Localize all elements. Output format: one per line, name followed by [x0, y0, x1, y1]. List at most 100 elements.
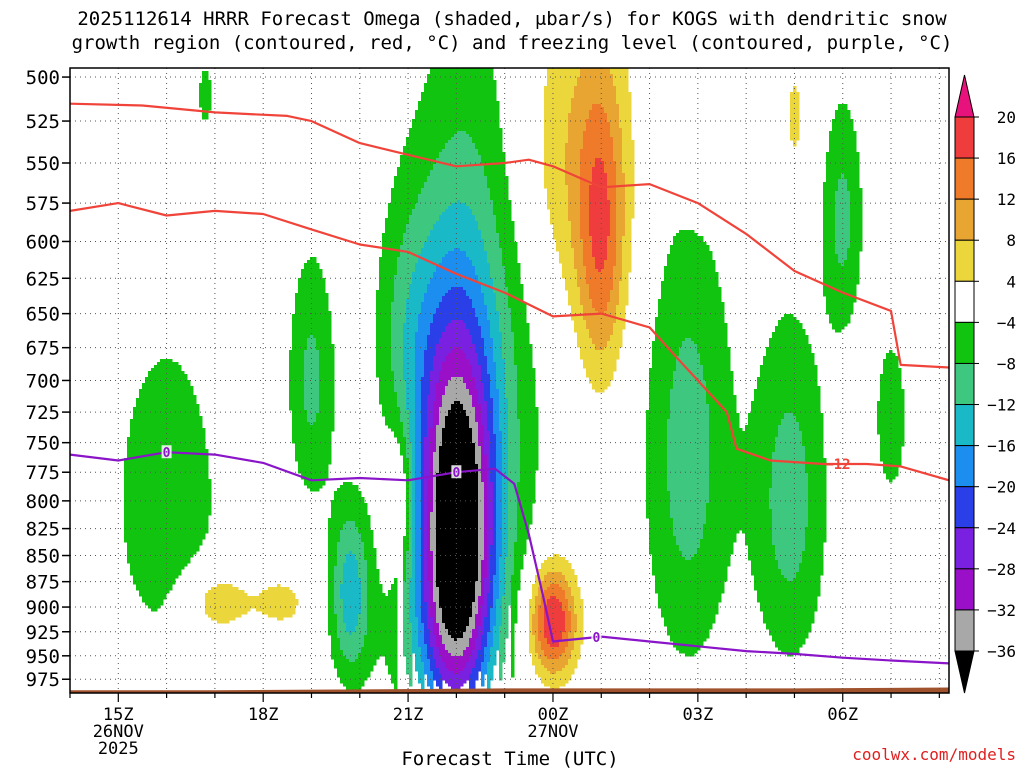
omega-cell — [376, 290, 380, 378]
watermark: coolwx.com/models — [852, 745, 1016, 764]
omega-cell — [544, 86, 548, 189]
omega-cell — [496, 311, 500, 390]
omega-cell — [355, 560, 359, 627]
omega-cell — [769, 338, 773, 489]
omega-cell — [796, 572, 800, 654]
omega-cell — [349, 635, 353, 663]
omega-cell — [541, 665, 545, 684]
omega-cell — [451, 350, 455, 378]
colorbar-band — [954, 404, 975, 447]
omega-cell — [445, 326, 449, 357]
omega-cell — [445, 386, 449, 417]
omega-cell — [448, 380, 452, 411]
omega-cell — [799, 323, 803, 432]
omega-cell — [694, 344, 698, 555]
omega-cell — [469, 674, 473, 693]
omega-cell — [844, 179, 848, 261]
omega-cell — [571, 650, 575, 675]
omega-cell — [457, 638, 461, 657]
omega-cell — [799, 563, 803, 648]
omega-cell — [463, 251, 467, 291]
omega-cell — [508, 308, 512, 606]
omega-cell — [445, 356, 449, 387]
y-tick-label: 850 — [26, 546, 60, 568]
omega-cell — [484, 68, 488, 177]
omega-cell — [556, 671, 560, 690]
omega-cell — [397, 407, 401, 444]
omega-cell — [673, 536, 677, 648]
omega-cell — [346, 521, 350, 555]
omega-cell — [340, 599, 344, 651]
omega-cell — [439, 656, 443, 675]
omega-cell — [592, 308, 596, 345]
omega-cell — [601, 68, 605, 108]
omega-cell — [532, 368, 536, 504]
omega-cell — [607, 236, 611, 303]
omega-cell — [130, 419, 134, 576]
omega-cell — [460, 251, 464, 288]
omega-cell — [889, 350, 893, 483]
y-tick-label: 675 — [26, 338, 60, 360]
omega-cell — [388, 590, 392, 675]
omega-cell — [517, 263, 521, 420]
omega-cell — [454, 203, 458, 249]
omega-cell — [421, 662, 425, 693]
omega-cell — [436, 668, 440, 687]
omega-cell — [442, 362, 446, 396]
y-tick-label: 950 — [26, 646, 60, 668]
omega-cell — [454, 347, 458, 378]
omega-cell — [481, 239, 485, 294]
omega-cell — [478, 230, 482, 285]
omega-cell — [472, 68, 476, 144]
omega-cell — [427, 74, 431, 177]
omega-shading — [70, 68, 949, 693]
omega-cell — [622, 173, 626, 237]
omega-cell — [430, 371, 434, 429]
omega-cell — [334, 566, 338, 615]
omega-cell — [457, 347, 461, 378]
omega-cell — [466, 626, 470, 648]
omega-cell — [448, 353, 452, 381]
omega-cell — [610, 68, 614, 75]
omega-cell — [427, 395, 431, 480]
omega-cell — [487, 593, 491, 633]
omega-cell — [565, 581, 569, 600]
omega-cell — [466, 416, 470, 627]
omega-cell — [454, 656, 458, 675]
omega-cell — [598, 350, 602, 393]
omega-cell — [613, 161, 617, 267]
omega-cell — [472, 602, 476, 630]
omega-cell — [607, 68, 611, 123]
omega-cell — [469, 209, 473, 261]
omega-cell — [412, 272, 416, 654]
omega-cell — [649, 368, 653, 555]
omega-cell — [676, 233, 680, 357]
omega-cell — [778, 425, 782, 570]
omega-cell — [538, 641, 542, 660]
omega-cell — [316, 350, 320, 414]
omega-cell — [787, 314, 791, 414]
omega-cell — [787, 413, 791, 582]
omega-cell — [544, 590, 548, 606]
omega-cell — [709, 251, 713, 630]
omega-cell — [706, 503, 710, 639]
omega-cell — [577, 77, 581, 288]
omega-cell — [442, 623, 446, 645]
omega-cell — [499, 626, 503, 681]
omega-cell — [424, 437, 428, 603]
omega-cell — [607, 200, 611, 237]
omega-cell — [556, 572, 560, 585]
omega-cell — [463, 410, 467, 633]
omega-cell — [433, 356, 437, 402]
omega-cell — [556, 554, 560, 573]
omega-cell — [406, 299, 410, 411]
omega-cell — [577, 68, 581, 78]
omega-cell — [454, 248, 458, 288]
omega-cell — [610, 290, 614, 336]
omega-cell — [412, 209, 416, 273]
omega-cell — [892, 353, 896, 480]
omega-cell — [475, 422, 479, 465]
omega-cell — [439, 446, 443, 609]
omega-cell — [535, 575, 539, 597]
omega-cell — [895, 356, 899, 477]
